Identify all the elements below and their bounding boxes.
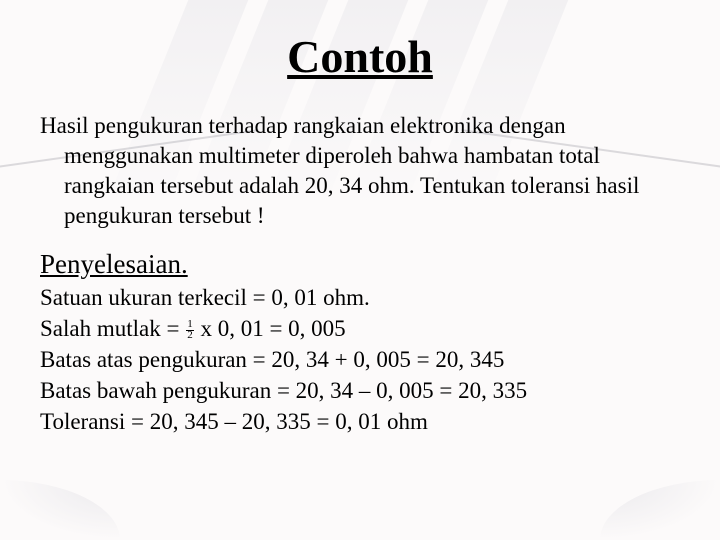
problem-text: Hasil pengukuran terhadap rangkaian elek… xyxy=(40,111,680,231)
solution-line: Satuan ukuran terkecil = 0, 01 ohm. xyxy=(40,282,680,313)
solution-heading: Penyelesaian. xyxy=(40,249,680,280)
solution-text: Salah mutlak = xyxy=(40,316,185,341)
slide-title: Contoh xyxy=(40,30,680,83)
solution-block: Satuan ukuran terkecil = 0, 01 ohm. Sala… xyxy=(40,282,680,437)
solution-line: Toleransi = 20, 345 – 20, 335 = 0, 01 oh… xyxy=(40,406,680,437)
fraction-half: 12 xyxy=(186,320,194,341)
solution-line: Batas bawah pengukuran = 20, 34 – 0, 005… xyxy=(40,375,680,406)
slide-content: Contoh Hasil pengukuran terhadap rangkai… xyxy=(0,0,720,457)
solution-line: Salah mutlak = 12 x 0, 01 = 0, 005 xyxy=(40,313,680,344)
solution-line: Batas atas pengukuran = 20, 34 + 0, 005 … xyxy=(40,344,680,375)
solution-text: x 0, 01 = 0, 005 xyxy=(195,316,346,341)
